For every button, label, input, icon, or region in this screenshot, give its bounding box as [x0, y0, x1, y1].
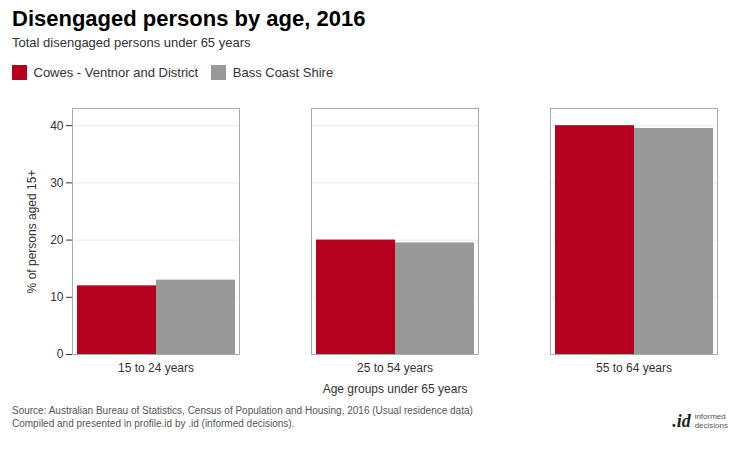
html-text:Disengaged persons by age, 201: Disengaged persons by age, 2016	[12, 6, 366, 31]
svg-text:20: 20	[50, 232, 64, 246]
svg-text:40: 40	[50, 118, 64, 132]
svg-text:55 to 64 years: 55 to 64 years	[596, 361, 672, 375]
html-text:informed: informed	[694, 411, 726, 421]
html-text:decisions: decisions	[694, 420, 728, 430]
svg-text:30: 30	[50, 175, 64, 189]
html-text:.id: .id	[672, 410, 691, 431]
svg-text:10: 10	[50, 290, 64, 304]
svg-text:15 to 24 years: 15 to 24 years	[118, 361, 194, 375]
html-text:Compiled and presented in prof: Compiled and presented in profile.id by …	[12, 417, 295, 429]
svg-text:Age groups under 65 years: Age groups under 65 years	[323, 381, 468, 395]
svg-text:% of persons aged 15+: % of persons aged 15+	[25, 169, 39, 293]
svg-text:25 to 54 years: 25 to 54 years	[357, 361, 433, 375]
html-text:Cowes - Ventnor and District: Cowes - Ventnor and District	[33, 65, 199, 80]
html-text:Total disengaged persons under: Total disengaged persons under 65 years	[12, 35, 251, 50]
html-text:Bass Coast Shire: Bass Coast Shire	[232, 65, 334, 80]
svg-text:0: 0	[57, 347, 64, 361]
html-text:Source: Australian Bureau of S: Source: Australian Bureau of Statistics,…	[12, 404, 473, 416]
